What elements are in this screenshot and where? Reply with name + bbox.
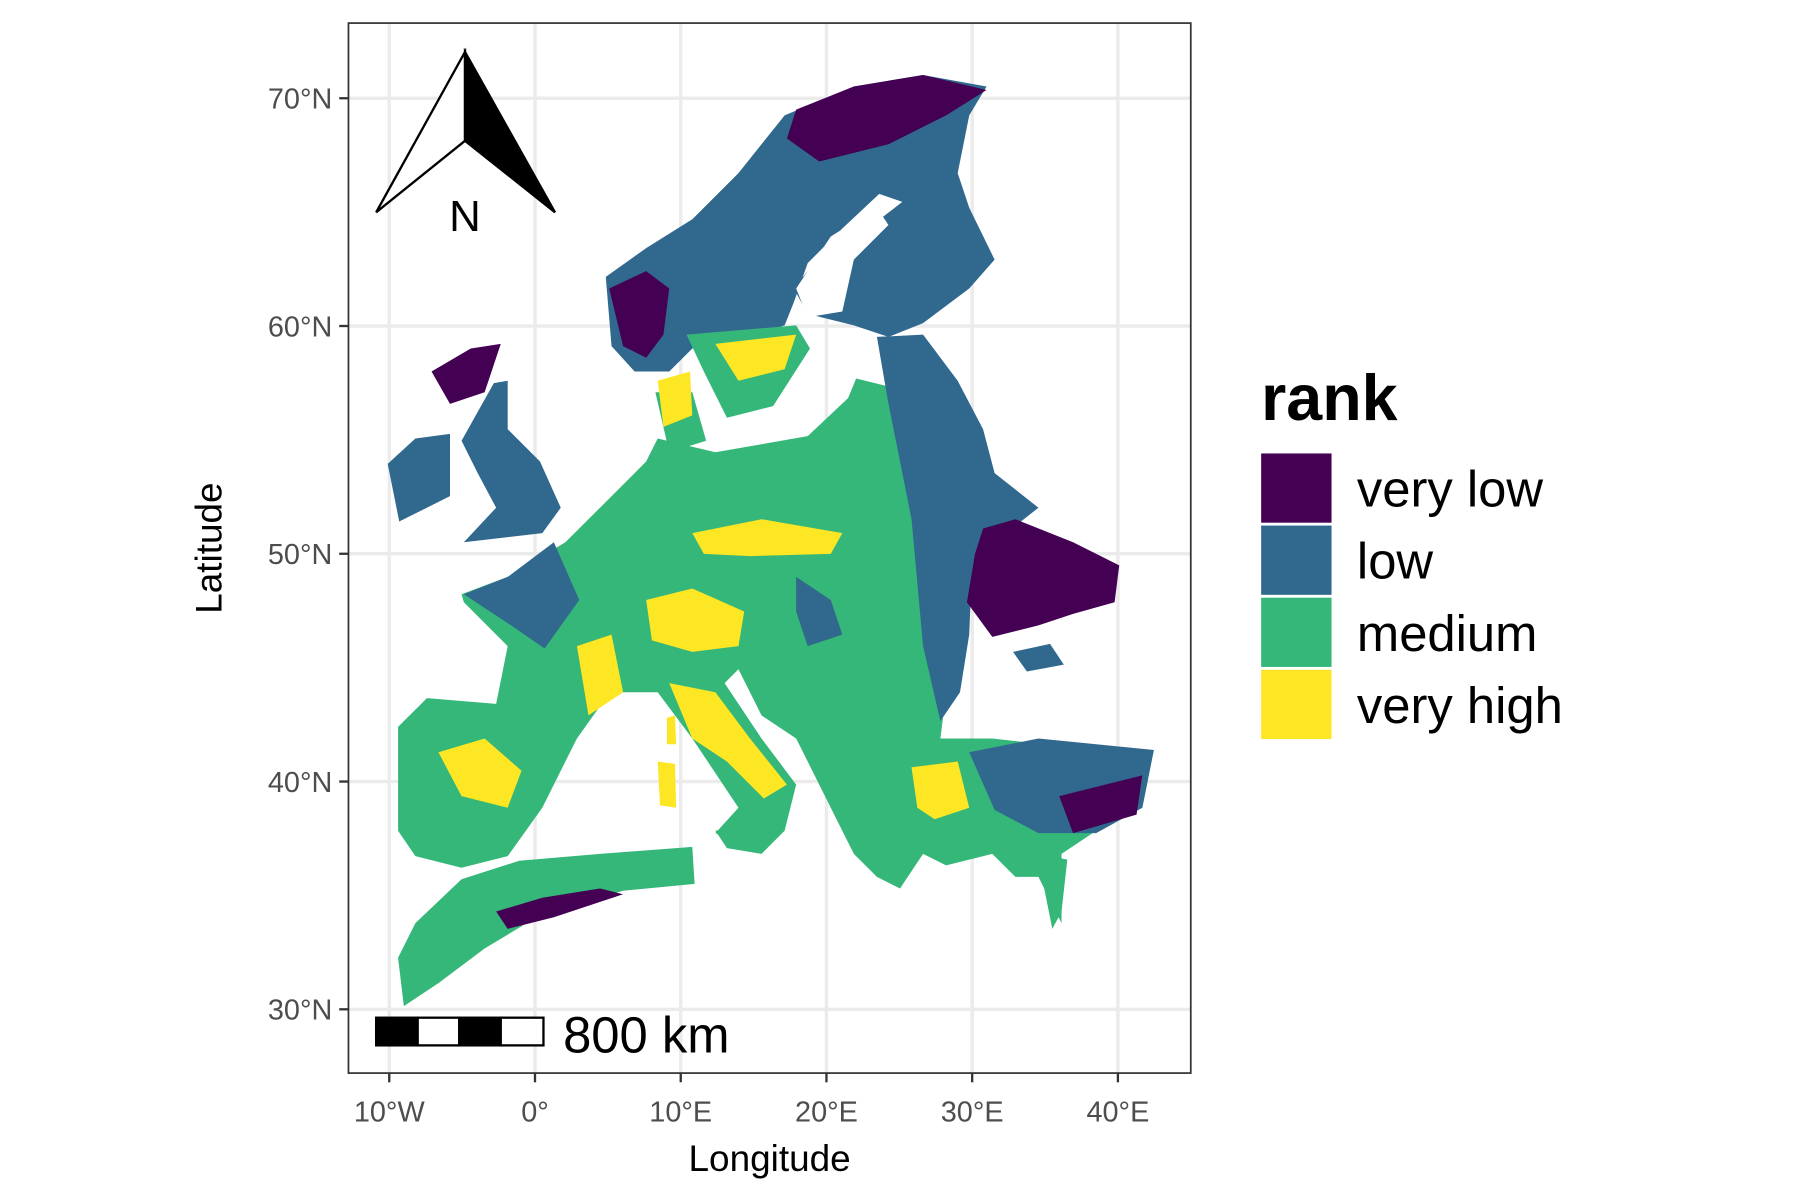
y-axis-title: Latitude [189,482,230,613]
y-axis: 70°N 60°N 50°N 40°N 30°N [268,84,349,1027]
legend: rank very low low medium very high [1261,362,1563,740]
region-france-west-low [463,542,580,649]
region-france-south-very-high [576,634,624,716]
region-germany-very-high [692,519,843,557]
legend-key-medium [1261,597,1332,667]
region-scandinavia [605,75,995,372]
x-tick-label: 30°E [941,1097,1004,1129]
region-alps-very-high [646,588,745,652]
region-greece-very-high [911,761,970,820]
legend-label: very high [1357,677,1563,734]
map-raster [387,75,1154,1007]
north-arrow: N [375,47,557,241]
region-italy-very-high [669,683,787,799]
legend-label: medium [1357,605,1538,662]
region-bay-blue [796,576,843,647]
y-tick-label: 70°N [268,84,332,116]
region-north-africa-very-low [496,888,624,929]
scale-bar-segment [375,1016,419,1047]
region-uk-low [461,380,561,543]
region-sardinia-very-high [657,761,677,808]
legend-label: very low [1357,461,1543,518]
x-tick-label: 10°E [649,1097,712,1129]
region-turkey-very-low [1059,775,1143,834]
y-tick-label: 30°N [268,995,332,1027]
scale-bar-segment [458,1016,502,1047]
region-crimea-low [1013,643,1064,672]
panel-border [347,22,1192,1074]
x-axis-title: Longitude [689,1138,851,1179]
region-ireland-low [387,433,450,522]
region-north-africa [398,846,695,1007]
north-arrow-label: N [449,192,481,241]
region-scotland-very-low [431,343,501,404]
region-russia-low [876,334,1039,722]
legend-label: low [1357,533,1433,590]
region-denmark-very-high [657,371,693,427]
region-continent [398,378,1154,924]
y-tick-label: 60°N [268,311,332,343]
x-tick-label: 20°E [795,1097,858,1129]
north-arrow-right-half [463,47,557,214]
scale-bar-segment [416,1016,461,1047]
gulf-of-bothnia-water [796,207,889,318]
region-spain-very-high [438,738,522,808]
region-levant [1038,853,1068,929]
region-lapland-very-low [786,75,987,162]
scale-bar-segment [499,1016,545,1047]
region-norway-very-low [609,271,670,358]
x-tick-label: 0° [521,1097,549,1129]
legend-key-very-low [1261,453,1332,523]
scale-bar-label: 800 km [563,1006,729,1063]
region-corsica-very-high [666,715,677,745]
legend-key-low [1261,525,1332,595]
region-sweden-very-high [715,334,797,381]
region-sicily [715,821,768,854]
x-tick-label: 40°E [1086,1097,1149,1129]
legend-title: rank [1261,362,1398,434]
x-tick-label: 10°W [354,1097,426,1129]
legend-key-very-high [1261,669,1332,740]
y-tick-label: 50°N [268,539,332,571]
region-ukraine-very-low [966,519,1120,637]
scale-bar: 800 km [375,1006,730,1063]
y-tick-label: 40°N [268,767,332,799]
x-axis: 10°W 0° 10°E 20°E 30°E 40°E [354,1073,1149,1129]
